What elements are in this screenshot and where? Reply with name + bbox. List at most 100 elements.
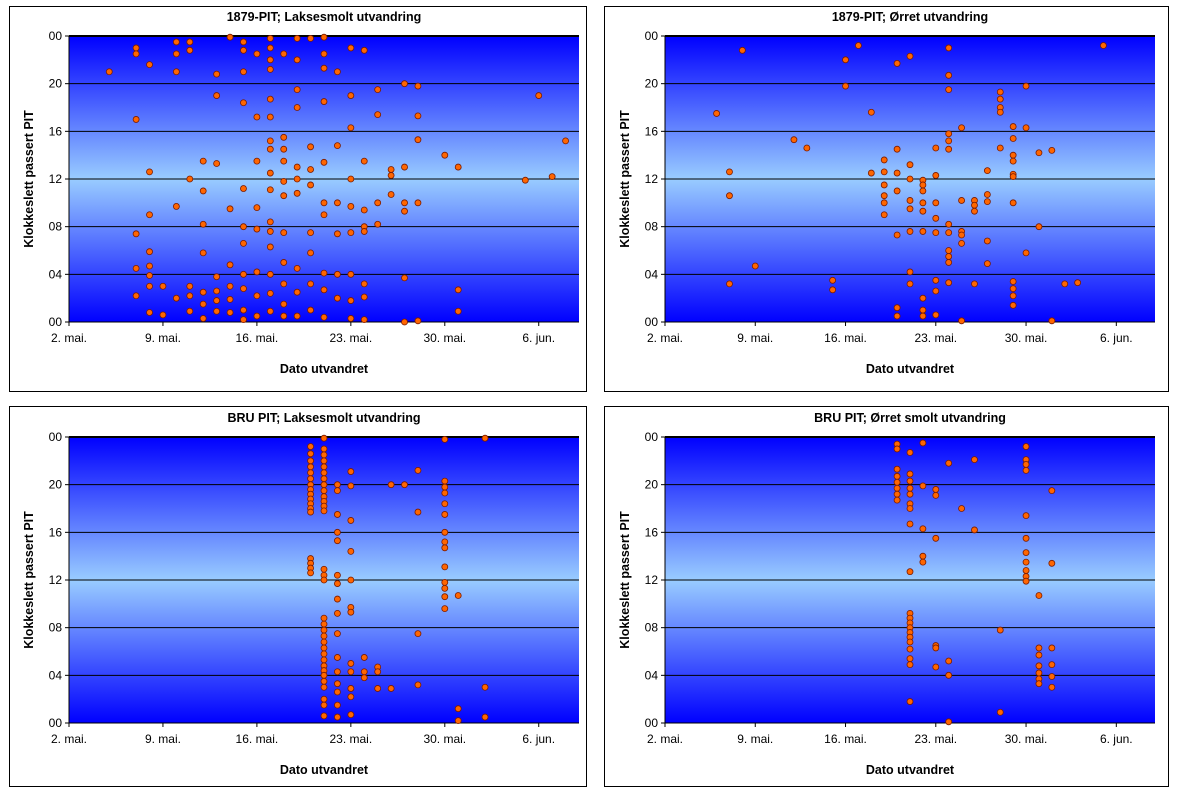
data-point xyxy=(906,477,914,485)
y-tick-label: 04 xyxy=(49,267,63,281)
y-tick-label: 12 xyxy=(645,573,659,587)
data-point xyxy=(280,50,288,58)
y-tick-label: 16 xyxy=(49,124,63,138)
data-point xyxy=(253,225,261,233)
data-point xyxy=(803,144,811,152)
data-point xyxy=(945,718,953,726)
data-point xyxy=(307,569,314,577)
data-point xyxy=(266,228,274,235)
data-point xyxy=(1022,549,1030,556)
data-point xyxy=(1009,199,1017,207)
data-point xyxy=(906,268,914,276)
data-point xyxy=(548,173,556,181)
data-point xyxy=(347,297,355,304)
data-point xyxy=(146,282,153,290)
data-point xyxy=(320,50,328,58)
data-point xyxy=(226,205,234,213)
data-point xyxy=(414,681,422,689)
data-point xyxy=(919,228,927,235)
data-point xyxy=(521,176,529,184)
data-point xyxy=(199,220,207,228)
data-point xyxy=(1022,567,1030,574)
data-point xyxy=(387,166,395,173)
data-point xyxy=(441,528,449,536)
data-point xyxy=(454,286,462,294)
x-tick-label: 16. mai. xyxy=(236,331,279,345)
data-point xyxy=(971,526,978,534)
y-tick-label: 00 xyxy=(645,29,659,43)
data-point xyxy=(996,95,1004,103)
data-point xyxy=(334,537,341,545)
data-point xyxy=(893,496,901,504)
data-point xyxy=(199,249,207,257)
data-point xyxy=(186,307,194,315)
data-point xyxy=(307,463,314,471)
data-point xyxy=(266,169,274,177)
data-point xyxy=(893,472,901,480)
data-point xyxy=(401,199,408,207)
data-point xyxy=(320,638,328,646)
data-point xyxy=(240,99,247,107)
data-point xyxy=(320,677,328,685)
data-point xyxy=(414,199,422,207)
data-point xyxy=(226,282,234,290)
data-point xyxy=(266,34,274,42)
data-point xyxy=(945,253,953,260)
data-point xyxy=(1035,223,1043,231)
data-point xyxy=(347,44,355,52)
data-point xyxy=(454,163,462,171)
data-point xyxy=(880,199,888,207)
y-tick-label: 16 xyxy=(49,525,63,539)
y-tick-label: 16 xyxy=(645,525,659,539)
data-point xyxy=(320,475,328,483)
data-point xyxy=(347,693,355,701)
data-point xyxy=(441,593,449,601)
data-point xyxy=(932,486,940,493)
data-point xyxy=(906,484,914,492)
data-point xyxy=(226,261,234,269)
data-point xyxy=(172,38,180,46)
data-point xyxy=(334,481,341,489)
data-point xyxy=(481,713,489,721)
data-point xyxy=(334,487,341,495)
data-point xyxy=(266,137,274,145)
data-point xyxy=(334,630,341,638)
data-point xyxy=(240,223,247,231)
data-point xyxy=(360,668,368,676)
data-point xyxy=(387,481,395,489)
data-point xyxy=(751,262,759,270)
x-tick-label: 23. mai. xyxy=(329,732,372,746)
x-tick-label: 9. mai. xyxy=(145,331,181,345)
y-tick-label: 00 xyxy=(49,430,63,444)
data-point xyxy=(334,654,341,661)
data-point xyxy=(293,163,301,171)
data-point xyxy=(1009,278,1017,285)
data-point xyxy=(906,175,914,183)
data-point xyxy=(293,104,301,111)
data-point xyxy=(146,168,153,176)
data-point xyxy=(360,206,368,214)
data-point xyxy=(320,469,328,477)
y-tick-label: 00 xyxy=(49,716,63,730)
data-point xyxy=(996,708,1004,716)
x-tick-label: 9. mai. xyxy=(145,732,181,746)
data-point xyxy=(132,264,140,272)
data-point xyxy=(919,187,927,195)
data-point xyxy=(293,264,301,272)
data-point xyxy=(983,260,991,268)
x-tick-label: 6. jun. xyxy=(1100,732,1133,746)
data-point xyxy=(906,655,914,663)
data-point xyxy=(347,608,355,616)
data-point xyxy=(1048,673,1056,680)
data-point xyxy=(1048,683,1056,691)
data-point xyxy=(441,584,449,592)
data-point xyxy=(266,270,274,278)
data-point xyxy=(213,273,221,281)
data-point xyxy=(374,199,382,207)
data-point xyxy=(414,82,422,90)
chart-svg: 00 04 08 12 16 20 00 2. mai. 9. mai. 16. mai. 23. … xyxy=(22,411,579,777)
data-point xyxy=(320,64,328,72)
data-point xyxy=(347,315,355,322)
x-tick-label: 2. mai. xyxy=(51,331,87,345)
data-point xyxy=(334,701,341,709)
